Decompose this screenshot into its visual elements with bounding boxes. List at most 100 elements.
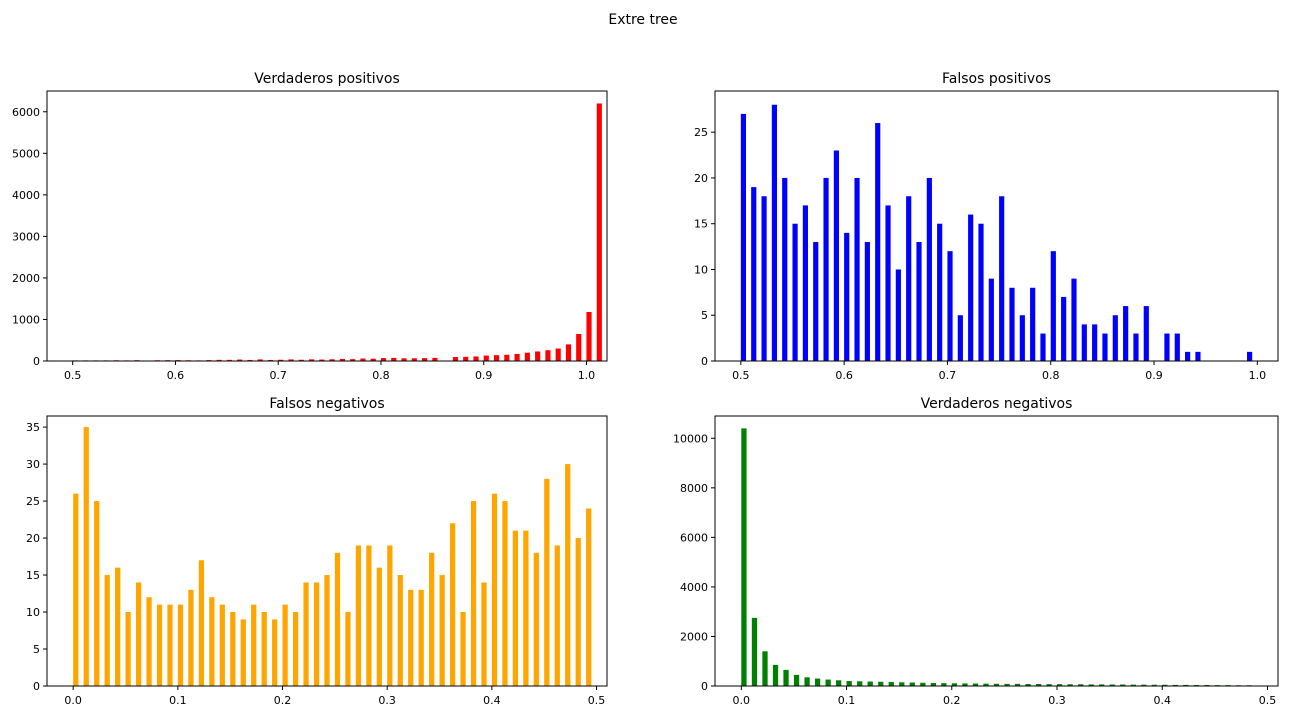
bar [947, 251, 953, 361]
bar [329, 359, 335, 361]
x-tick-label: 0.8 [1042, 369, 1060, 382]
bar [261, 612, 267, 686]
bar [156, 604, 163, 686]
bar [401, 358, 407, 361]
bar [380, 358, 387, 361]
bar [916, 242, 922, 361]
y-tick-label: 6000 [12, 106, 40, 119]
bar [512, 530, 519, 686]
bar [772, 664, 779, 686]
bar [355, 545, 362, 686]
bar [565, 344, 572, 361]
bar [968, 214, 974, 361]
bar [1004, 683, 1010, 686]
bar [545, 350, 551, 361]
bar [422, 358, 428, 361]
y-tick-label: 0 [701, 680, 708, 693]
bar [888, 682, 894, 686]
bar [895, 269, 901, 361]
bar [502, 501, 508, 686]
bar [1172, 684, 1179, 686]
x-tick-label: 0.3 [1048, 694, 1066, 707]
x-tick-label: 0.5 [588, 694, 606, 707]
bar [278, 359, 284, 361]
bar [771, 104, 777, 361]
bar [920, 682, 926, 686]
bar [298, 359, 304, 361]
bar [878, 681, 884, 686]
bar [741, 428, 747, 686]
y-tick-label: 4000 [680, 581, 708, 594]
bar [565, 464, 571, 686]
bar [339, 358, 345, 361]
bar [1247, 351, 1253, 361]
bar [473, 356, 479, 361]
bar [1143, 306, 1149, 361]
y-tick-label: 4000 [12, 189, 40, 202]
y-tick-label: 2000 [12, 272, 40, 285]
bar [1035, 684, 1042, 686]
bar [875, 123, 881, 361]
bar [813, 242, 819, 361]
bar [350, 359, 356, 361]
bar [288, 359, 294, 361]
bar [909, 682, 915, 686]
bar [926, 177, 932, 361]
chart-panel-2: Falsos positivos 0.5 0.6 0.7 0.8 0.9 1.0 0 5 10 15… [694, 71, 1279, 382]
bar [814, 678, 821, 686]
bar [1123, 306, 1129, 361]
bar [523, 530, 529, 686]
bar [1185, 351, 1191, 361]
axes-frame [46, 90, 608, 362]
bar [1151, 684, 1157, 686]
x-tick-label: 0.4 [483, 694, 501, 707]
bar [177, 604, 184, 686]
bar [460, 612, 466, 686]
x-tick-label: 0.6 [167, 369, 185, 382]
bar [324, 575, 330, 686]
y-tick-label: 20 [694, 172, 708, 185]
bar [533, 552, 539, 686]
bar [575, 538, 581, 686]
bar [1141, 684, 1147, 686]
bar [470, 501, 477, 686]
chart-panel-3: Falsos negativos 0.0 0.1 0.2 0.3 0.4 0.5 0 5 10 15… [26, 396, 608, 707]
bar [1183, 684, 1189, 686]
bar [586, 311, 592, 361]
x-tick-label: 0.9 [475, 369, 493, 382]
y-tick-label: 30 [26, 458, 40, 471]
x-tick-label: 0.5 [732, 369, 750, 382]
bar [1112, 315, 1118, 361]
bar [823, 177, 829, 361]
bar [1061, 296, 1067, 361]
bar [1088, 684, 1094, 686]
bar [408, 589, 414, 686]
bar [303, 582, 309, 686]
bar [844, 232, 850, 361]
bar [319, 359, 325, 361]
bar [247, 359, 253, 361]
bar [216, 359, 222, 361]
figure-title: Extre tree [608, 12, 677, 28]
bar [83, 427, 89, 686]
bar [292, 612, 299, 686]
y-tick-label: 25 [26, 495, 40, 508]
bar [449, 523, 456, 686]
bar [906, 196, 912, 361]
bar [483, 355, 489, 361]
bar [999, 196, 1005, 361]
bar [125, 612, 131, 686]
bar [376, 567, 382, 686]
bar [1120, 684, 1126, 686]
bar [115, 567, 121, 686]
bar [1014, 683, 1021, 686]
bar [1164, 333, 1170, 361]
bar [1081, 324, 1087, 361]
bar [1019, 315, 1025, 361]
bar [867, 681, 873, 686]
bar [554, 545, 560, 686]
bar [491, 493, 498, 686]
bar [978, 223, 984, 361]
x-tick-label: 0.1 [169, 694, 187, 707]
